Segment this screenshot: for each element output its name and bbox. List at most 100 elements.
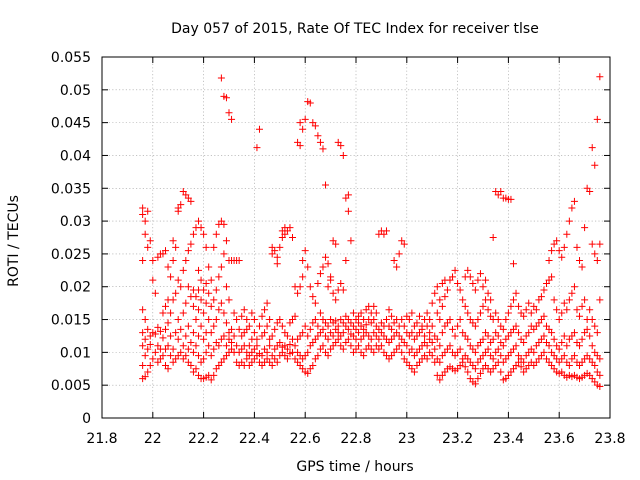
data-point — [151, 348, 159, 356]
data-point — [591, 250, 599, 258]
data-point — [588, 144, 596, 152]
data-point — [370, 302, 378, 310]
data-point — [428, 352, 436, 360]
data-point — [141, 352, 149, 360]
data-point — [210, 243, 218, 251]
data-point — [558, 253, 566, 261]
data-point — [471, 380, 479, 388]
data-point — [375, 335, 383, 343]
data-point — [205, 263, 213, 271]
data-point — [324, 335, 332, 343]
data-point — [306, 99, 314, 107]
data-point — [408, 345, 416, 353]
data-point — [220, 250, 228, 258]
data-point — [177, 201, 185, 209]
data-point — [222, 319, 230, 327]
data-point — [212, 286, 220, 294]
data-point — [464, 368, 472, 376]
data-point — [558, 309, 566, 317]
data-point — [339, 329, 347, 337]
data-point — [149, 355, 157, 363]
data-point — [195, 332, 203, 340]
data-point — [202, 243, 210, 251]
data-point — [141, 316, 149, 324]
data-point — [195, 352, 203, 360]
data-point — [162, 325, 169, 333]
data-point — [395, 250, 403, 258]
data-point — [189, 348, 197, 356]
data-point — [507, 195, 515, 203]
data-point — [200, 335, 208, 343]
data-point — [489, 335, 497, 343]
data-point — [294, 289, 302, 297]
data-point — [164, 263, 172, 271]
data-point — [499, 342, 507, 350]
data-point — [398, 316, 406, 324]
data-point — [324, 283, 332, 291]
data-point — [459, 296, 467, 304]
data-point — [162, 247, 169, 255]
data-point — [179, 342, 187, 350]
data-point — [215, 342, 223, 350]
data-point — [250, 329, 258, 337]
data-point — [271, 247, 279, 255]
data-point — [382, 227, 390, 235]
x-axis-label: GPS time / hours — [296, 459, 413, 475]
data-point — [527, 309, 535, 317]
data-point — [217, 74, 225, 82]
data-point — [164, 342, 172, 350]
data-point — [177, 348, 185, 356]
data-point — [553, 237, 561, 245]
data-point — [540, 348, 548, 356]
data-point — [276, 243, 284, 251]
data-point — [258, 352, 266, 360]
data-point — [456, 345, 464, 353]
data-point — [164, 365, 172, 373]
data-point — [398, 348, 406, 356]
data-point — [593, 115, 601, 123]
data-point — [548, 247, 556, 255]
data-point — [192, 365, 200, 373]
data-point — [454, 279, 462, 287]
data-point — [146, 237, 154, 245]
y-tick-label: 0.04 — [60, 148, 91, 164]
data-point — [187, 339, 195, 347]
data-point — [593, 256, 601, 264]
data-point — [512, 342, 520, 350]
data-point — [263, 322, 271, 330]
data-point — [438, 302, 446, 310]
data-point — [509, 260, 517, 268]
data-point — [367, 335, 375, 343]
data-point — [591, 361, 599, 369]
data-point — [245, 322, 253, 330]
data-point — [289, 234, 296, 241]
data-point — [576, 256, 584, 264]
data-point — [304, 369, 312, 377]
y-tick-label: 0.055 — [51, 50, 91, 66]
y-tick-label: 0.05 — [60, 83, 91, 99]
data-point — [151, 330, 159, 338]
data-point — [344, 207, 352, 215]
data-point — [139, 306, 147, 314]
data-point — [304, 263, 312, 271]
data-point — [504, 309, 512, 317]
data-point — [182, 256, 190, 264]
data-point — [377, 342, 385, 350]
data-point — [268, 361, 276, 369]
data-point — [291, 312, 299, 320]
data-point — [576, 312, 584, 320]
data-point — [555, 247, 563, 255]
data-point — [509, 296, 517, 304]
data-point — [474, 276, 482, 284]
data-point — [162, 302, 169, 310]
data-point — [146, 340, 154, 348]
data-point — [423, 309, 431, 317]
data-point — [273, 253, 281, 261]
data-point — [576, 342, 584, 350]
data-point — [304, 348, 312, 356]
data-point — [177, 325, 185, 333]
data-point — [596, 296, 604, 304]
data-point — [184, 345, 192, 353]
data-point — [187, 361, 195, 369]
data-point — [278, 322, 286, 330]
